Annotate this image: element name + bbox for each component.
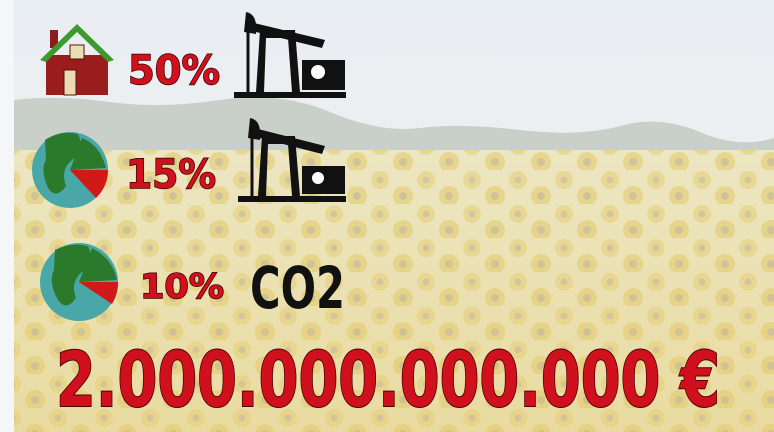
percent-label: 15%: [126, 152, 216, 198]
percent-label: 50%: [128, 48, 220, 94]
total-amount: 2.000.000.000.000 €: [56, 335, 720, 424]
pump-jack-icon: [238, 118, 346, 202]
globe-icon: [32, 132, 109, 208]
pump-jack-icon: [234, 12, 346, 98]
globe-icon: [40, 243, 119, 321]
percent-label: 10%: [140, 267, 224, 307]
house-icon: [40, 24, 114, 96]
co2-label: CO2: [250, 254, 345, 322]
